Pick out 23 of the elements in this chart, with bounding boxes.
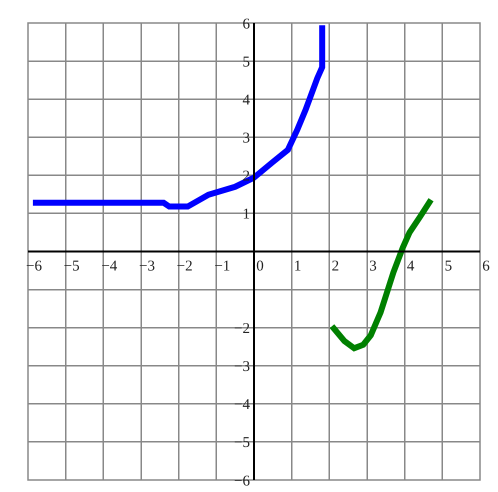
x-tick-label: −6 [26, 258, 42, 274]
x-tick-label: −2 [176, 258, 193, 274]
x-tick-label: −1 [214, 258, 230, 274]
y-tick-label: −3 [234, 359, 250, 375]
y-tick-label: 6 [242, 16, 250, 32]
y-tick-label: 4 [242, 92, 250, 108]
x-tick-label: −4 [101, 258, 118, 274]
x-tick-label: 5 [444, 258, 452, 274]
x-tick-label: 4 [406, 258, 415, 274]
y-tick-label: 1 [242, 206, 250, 223]
x-tick-label: 0 [256, 258, 264, 274]
y-tick-label: −6 [234, 473, 250, 490]
x-tick-label: −3 [139, 258, 155, 274]
x-tick-label: 3 [369, 258, 377, 274]
y-tick-label: −5 [234, 435, 250, 452]
x-tick-label: 1 [294, 258, 302, 274]
x-tick-label: −5 [64, 258, 80, 274]
y-tick-label: −4 [234, 397, 250, 414]
x-tick-label: 6 [482, 258, 490, 274]
y-tick-label: 3 [242, 130, 250, 146]
y-tick-label: −2 [234, 320, 250, 337]
x-tick-label: 2 [332, 258, 340, 274]
y-tick-label: 5 [242, 54, 250, 70]
